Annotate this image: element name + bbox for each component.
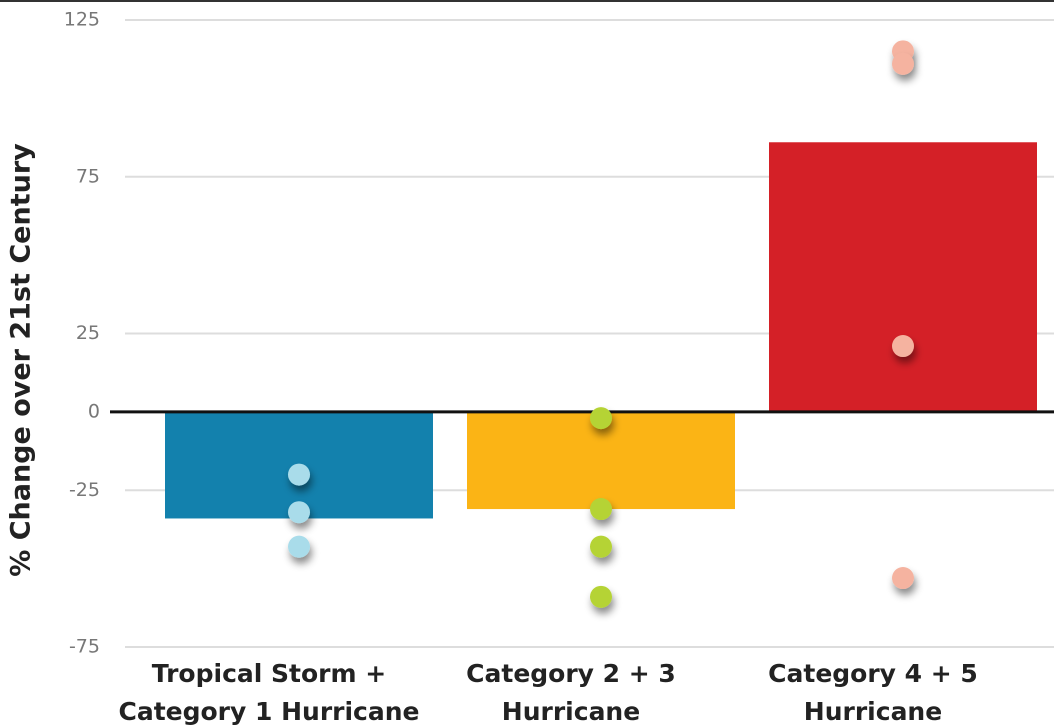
y-tick-label: 75	[76, 165, 100, 187]
y-tick-label: -25	[69, 479, 100, 501]
model-point	[892, 335, 914, 358]
model-point	[590, 585, 612, 608]
model-point	[892, 567, 914, 590]
model-point	[892, 52, 914, 75]
model-point	[590, 498, 612, 521]
model-point	[590, 535, 612, 558]
x-tick-label: Hurricane	[804, 697, 942, 725]
model-point	[288, 535, 310, 558]
model-point	[288, 463, 310, 486]
y-tick-label: 25	[76, 322, 100, 344]
x-tick-label: Hurricane	[502, 697, 640, 725]
bar	[769, 142, 1037, 412]
y-tick-label: 0	[88, 400, 100, 422]
y-axis-label: % Change over 21st Century	[6, 143, 37, 577]
x-tick-label: Tropical Storm +	[152, 659, 386, 688]
x-tick-label: Category 2 + 3	[466, 659, 676, 688]
model-point	[288, 501, 310, 524]
model-point	[590, 407, 612, 430]
x-tick-label: Category 1 Hurricane	[118, 697, 419, 725]
y-tick-label: 125	[64, 9, 100, 31]
y-tick-label: -75	[69, 636, 100, 658]
x-tick-label: Category 4 + 5	[768, 659, 978, 688]
